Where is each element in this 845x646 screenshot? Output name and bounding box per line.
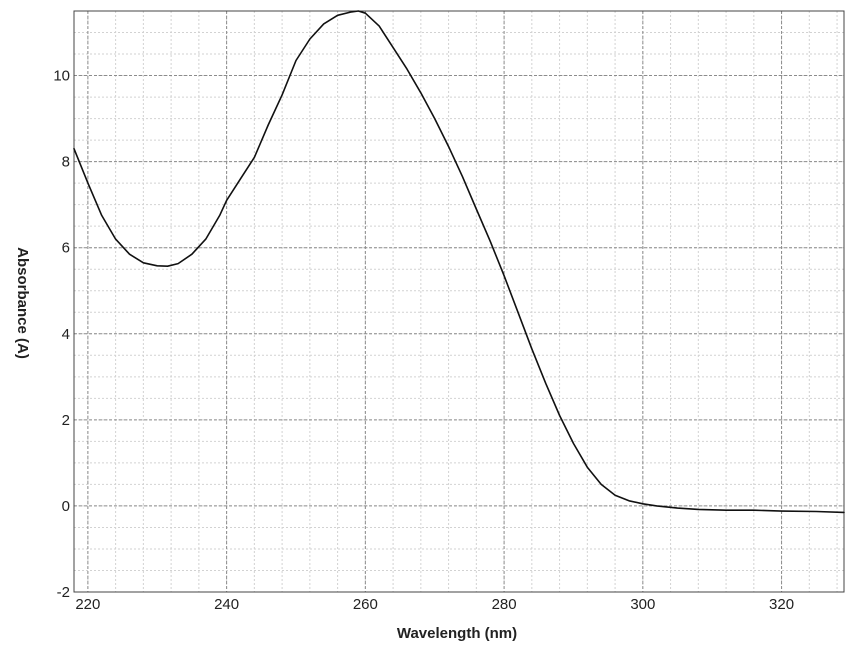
y-tick-label: 6 (62, 240, 70, 257)
y-axis-label: Absorbance (A) (14, 247, 31, 359)
x-tick-labels: 220 240 260 280 300 320 (75, 596, 794, 613)
y-tick-label: 4 (62, 326, 70, 343)
y-tick-label: -2 (57, 584, 70, 601)
x-tick-label: 240 (214, 596, 239, 613)
x-tick-label: 220 (75, 596, 100, 613)
plot-frame (73, 10, 845, 593)
y-tick-label: 10 (53, 68, 70, 85)
y-tick-labels: -2 0 2 4 6 8 10 (53, 68, 70, 601)
x-tick-label: 320 (769, 596, 794, 613)
y-tick-label: 0 (62, 498, 70, 515)
x-tick-label: 260 (353, 596, 378, 613)
series-line-absorbance (73, 10, 845, 514)
major-grid (74, 11, 844, 593)
minor-grid (74, 10, 844, 593)
x-tick-label: 300 (630, 596, 655, 613)
x-tick-label: 280 (492, 596, 517, 613)
x-axis-label: Wavelength (nm) (397, 625, 517, 642)
y-tick-label: 2 (62, 412, 70, 429)
y-tick-label: 8 (62, 154, 70, 171)
